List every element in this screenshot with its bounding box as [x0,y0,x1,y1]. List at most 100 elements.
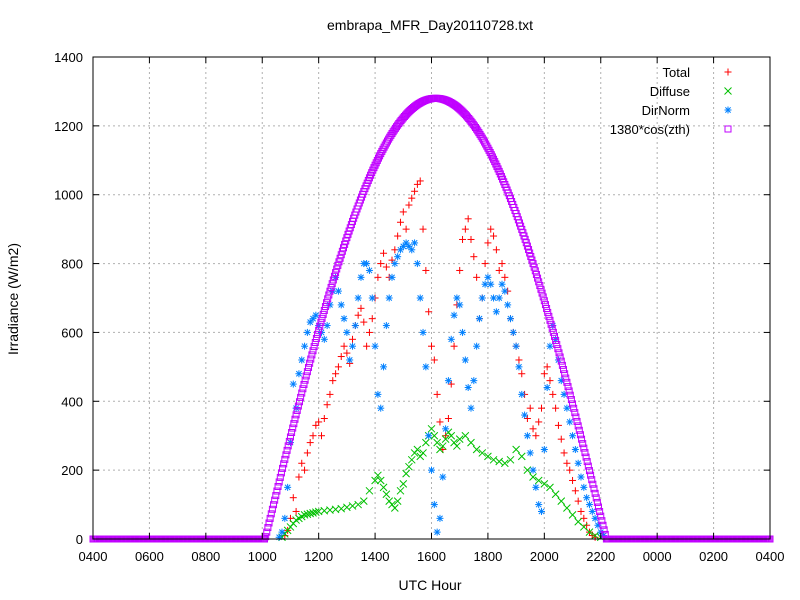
x-tick-label: 1800 [473,549,502,564]
data-point [323,401,331,409]
data-point [569,476,577,484]
data-point [303,328,311,336]
data-point [325,291,333,299]
data-point [535,278,543,286]
data-point [488,153,496,161]
data-point [553,341,561,349]
data-point [318,314,326,322]
data-point [310,343,318,351]
data-point [301,466,309,474]
data-point [377,260,385,268]
data-point [598,517,606,525]
data-point [289,424,297,432]
data-point [523,466,532,474]
data-point [517,452,526,461]
data-point [433,528,441,536]
data-point [506,455,515,464]
y-tick-label: 0 [76,532,83,547]
data-point [430,501,438,509]
data-point [307,355,315,363]
data-point [334,261,342,269]
data-point [289,494,297,502]
data-point [557,357,565,365]
data-point [413,445,422,454]
data-point [334,287,342,295]
data-point [583,494,591,502]
data-point [303,449,311,457]
data-point [425,308,433,316]
data-point [472,445,481,454]
data-point [308,351,316,359]
data-point [316,322,324,330]
data-point [359,497,368,505]
data-point [281,514,289,522]
legend-entry-label: Total [663,65,691,80]
data-point [570,404,578,412]
data-point [430,356,438,364]
data-point [374,154,382,162]
data-point [305,363,313,371]
data-point [357,273,365,281]
data-point [337,301,345,309]
x-axis-label: UTC Hour [398,577,461,593]
data-point [495,294,503,302]
data-point [324,295,332,303]
data-point [540,445,548,453]
data-point [280,460,288,468]
data-point [411,187,419,195]
data-point [295,473,303,481]
data-point [275,478,283,486]
data-point [487,280,495,288]
data-point [285,437,293,445]
data-point [354,500,363,509]
data-point [295,370,303,378]
data-point [577,473,585,481]
data-point [439,473,447,481]
data-point [538,289,546,297]
data-point [529,425,537,433]
data-point [330,272,338,280]
data-point [264,524,272,532]
data-point [563,404,571,412]
data-point [529,466,537,474]
data-point [433,438,441,447]
data-point [548,324,556,332]
data-point [456,266,464,274]
data-point [501,287,509,295]
legend-marker [724,125,732,133]
data-point [589,480,597,488]
data-point [515,363,523,371]
data-point [290,420,298,428]
data-point [581,449,589,457]
data-point [531,267,539,275]
data-point [427,424,436,433]
data-point [360,318,368,326]
data-point [574,422,582,430]
data-point [543,304,551,312]
data-point [444,415,452,422]
x-tick-label: 1000 [248,549,277,564]
legend-marker [724,87,732,95]
data-point [576,431,584,439]
data-point [538,404,546,412]
data-point [306,439,314,447]
y-axis-label: Irradiance (W/m2) [5,243,21,355]
data-point [467,404,475,412]
data-point [329,377,337,385]
data-point [320,415,328,422]
data-point [301,342,309,350]
data-point [541,301,549,309]
x-tick-label: 2000 [530,549,559,564]
data-point [299,385,307,393]
data-point [365,328,373,336]
data-point [288,429,296,437]
data-point [271,496,279,504]
data-point [319,310,327,318]
data-point [266,514,274,522]
data-point [554,345,562,353]
data-point [566,391,574,399]
data-point [545,312,553,320]
data-point [368,294,376,302]
data-point [396,218,404,226]
